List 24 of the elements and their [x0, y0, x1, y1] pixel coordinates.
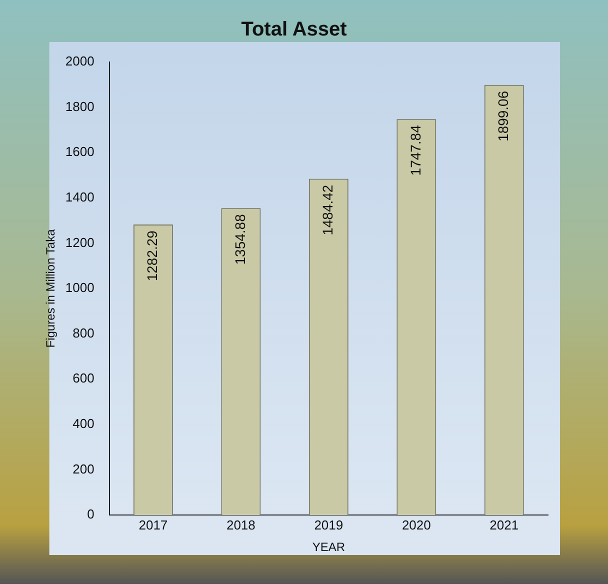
chart-title: Total Asset: [241, 18, 348, 41]
data-label: 1747.84: [407, 124, 424, 176]
y-tick-label: 400: [72, 416, 94, 431]
data-label: 1899.06: [494, 90, 511, 142]
x-tick-label: 2017: [138, 517, 168, 532]
x-tick-label: 2020: [402, 517, 431, 532]
x-axis-title: YEAR: [312, 540, 346, 554]
data-label: 1282.29: [144, 230, 160, 282]
data-label: 1484.42: [320, 184, 336, 236]
y-tick-label: 1400: [65, 189, 94, 204]
x-tick-label: 2019: [314, 517, 344, 532]
y-axis-title: Figures in Million Taka: [44, 228, 58, 348]
y-tick-label: 1800: [65, 98, 94, 114]
y-tick-label: 1600: [65, 144, 94, 160]
data-label: 1354.88: [232, 214, 248, 265]
y-tick-label: 1000: [65, 280, 94, 296]
y-tick-label: 0: [87, 506, 94, 522]
y-tick-label: 800: [72, 325, 94, 340]
x-tick-label: 2018: [226, 517, 256, 532]
y-tick-label: 600: [72, 370, 94, 386]
y-tick-label: 1200: [65, 234, 94, 250]
y-tick-label: 2000: [65, 54, 94, 69]
x-tick-label: 2021: [490, 517, 519, 532]
y-tick-label: 200: [72, 461, 94, 476]
